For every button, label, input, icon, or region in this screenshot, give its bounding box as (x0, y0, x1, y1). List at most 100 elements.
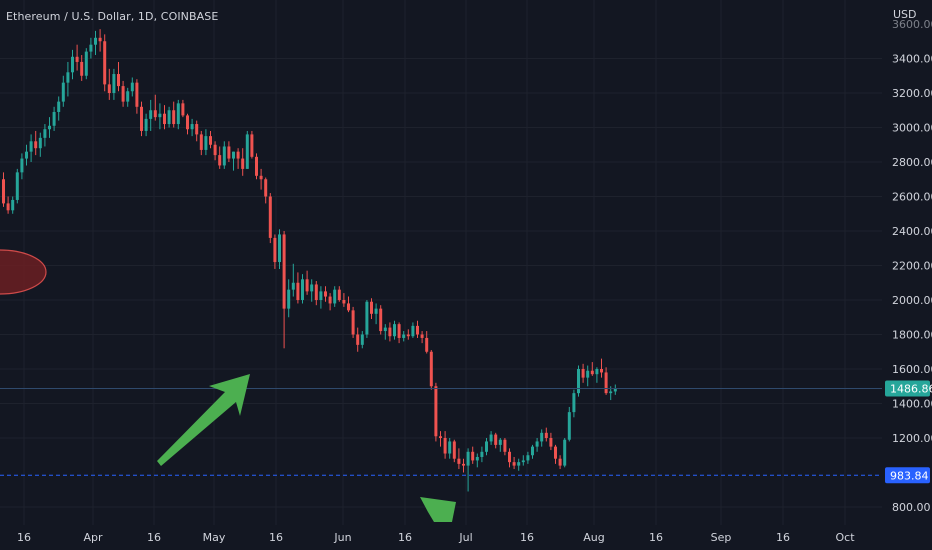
candle (140, 101, 143, 137)
candle (471, 446, 475, 464)
candle (517, 458, 521, 471)
candle (434, 382, 438, 442)
candle (420, 331, 424, 344)
candle (554, 444, 557, 464)
y-tick-label: 1600.00 (892, 363, 932, 376)
candle (167, 106, 171, 128)
candle (544, 427, 548, 442)
candle (397, 322, 401, 344)
candle (526, 451, 530, 464)
candle (296, 272, 300, 304)
candle (604, 367, 608, 395)
candle (195, 120, 199, 142)
candle (370, 298, 373, 319)
candle (498, 438, 502, 452)
x-tick-label: 16 (147, 531, 161, 544)
candle (595, 367, 599, 383)
candle (342, 293, 346, 307)
green-arrow-partial-icon (420, 497, 456, 522)
candle (379, 305, 383, 335)
candle (250, 130, 254, 159)
candle (181, 99, 185, 118)
candle (485, 438, 488, 456)
candle (172, 101, 176, 128)
candle (117, 61, 120, 92)
y-tick-label: 2200.00 (892, 260, 932, 273)
y-tick-label: 800.00 (892, 501, 931, 514)
candle (586, 365, 590, 387)
candle (425, 331, 429, 354)
x-tick-label: 16 (776, 531, 790, 544)
candle (393, 320, 396, 340)
candle (383, 324, 387, 340)
candle (48, 117, 51, 138)
candle (190, 118, 194, 137)
candle (581, 363, 585, 383)
candle (351, 306, 355, 338)
candle (314, 281, 318, 306)
candle (347, 296, 350, 313)
candle (227, 141, 231, 162)
candle (489, 431, 493, 445)
candle (199, 130, 203, 156)
candle (153, 94, 157, 121)
candle (443, 431, 447, 459)
candle (613, 384, 617, 395)
y-tick-label: 3200.00 (892, 87, 932, 100)
candle (84, 48, 88, 80)
candle (291, 263, 295, 297)
candle (130, 77, 134, 97)
candle (241, 148, 245, 176)
candle (416, 320, 419, 338)
y-tick-label: 1400.00 (892, 398, 932, 411)
candle (600, 358, 603, 378)
candle (75, 44, 79, 71)
candle (176, 99, 180, 130)
candle (6, 196, 10, 214)
candle (135, 79, 139, 114)
candle (494, 432, 498, 449)
x-tick-label: Aug (583, 531, 604, 544)
candle (508, 448, 511, 468)
candle (71, 49, 74, 80)
green-arrow-up-icon (157, 374, 250, 466)
x-tick-label: 16 (269, 531, 283, 544)
x-tick-label: 16 (17, 531, 31, 544)
candle (448, 438, 452, 459)
svg-text:983.84: 983.84 (890, 469, 929, 482)
candle (158, 103, 162, 130)
candle (310, 279, 314, 302)
candle (563, 438, 567, 468)
candle (475, 453, 479, 468)
candle (439, 431, 442, 447)
candle (89, 37, 93, 59)
currency-label: USD (893, 8, 917, 21)
candle (374, 303, 378, 325)
candle (213, 141, 217, 161)
candle (572, 389, 576, 418)
candle (204, 129, 208, 156)
candle (457, 448, 461, 470)
candle (531, 444, 534, 459)
candle (61, 75, 65, 107)
candle (121, 80, 125, 107)
candle (411, 322, 415, 338)
candle (144, 113, 148, 137)
candle (278, 229, 281, 269)
svg-text:1486.86: 1486.86 (890, 383, 932, 396)
x-tick-label: 16 (520, 531, 534, 544)
candle (480, 446, 484, 463)
candle (236, 148, 240, 169)
candle (512, 456, 516, 470)
x-tick-label: May (203, 531, 226, 544)
candle (52, 106, 56, 131)
candle (356, 327, 360, 352)
candle (34, 130, 38, 156)
y-tick-label: 1800.00 (892, 329, 932, 342)
candle (324, 286, 327, 302)
x-tick-label: Apr (83, 531, 103, 544)
candle (388, 322, 392, 342)
x-tick-label: 16 (398, 531, 412, 544)
